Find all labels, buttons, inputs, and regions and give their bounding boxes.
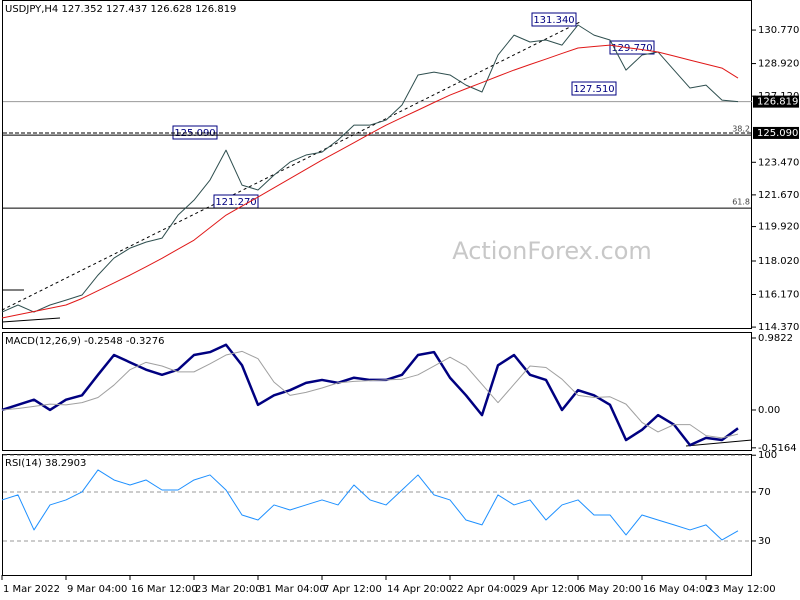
series-line xyxy=(1,350,739,439)
x-tick-label: 16 May 04:00 xyxy=(643,584,712,595)
x-tick-label: 7 Apr 12:00 xyxy=(323,584,382,595)
y-tick-label: 116.170 xyxy=(758,289,799,300)
support-line xyxy=(1,317,61,323)
panel-title: MACD(12,26,9) -0.2548 -0.3276 xyxy=(5,336,165,347)
y-tick-label: 100 xyxy=(758,450,777,461)
y-tick-label: 114.370 xyxy=(758,322,799,333)
x-tick-label: 16 Mar 12:00 xyxy=(131,584,198,595)
annotation: 121.270 xyxy=(213,194,259,209)
y-tick-label: 123.470 xyxy=(758,157,799,168)
y-tick-label: 0.9822 xyxy=(758,333,793,344)
y-tick-label: -0.5164 xyxy=(758,443,797,454)
fib-level-label: 61.8 xyxy=(732,198,750,207)
y-tick-label: 118.020 xyxy=(758,256,799,267)
y-tick-label: 30 xyxy=(758,536,771,547)
panel-title: USDJPY,H4 127.352 127.437 126.628 126.81… xyxy=(5,4,236,15)
x-tick-label: 31 Mar 04:00 xyxy=(259,584,326,595)
x-tick-label: 22 Apr 04:00 xyxy=(451,584,516,595)
rsi-panel xyxy=(2,454,752,576)
x-tick-label: 6 May 20:00 xyxy=(579,584,641,595)
x-tick-label: 23 May 12:00 xyxy=(707,584,776,595)
y-tick-label: 130.770 xyxy=(758,25,799,36)
annotation-text: 121.270 xyxy=(215,197,256,208)
watermark: ActionForex.com xyxy=(452,237,652,265)
annotation-text: 127.510 xyxy=(573,84,614,95)
x-tick-label: 23 Mar 20:00 xyxy=(195,584,262,595)
panel-title: RSI(14) 38.2903 xyxy=(5,458,86,469)
x-tick-label: 14 Apr 20:00 xyxy=(387,584,452,595)
fib-level-label: 38.2 xyxy=(732,125,750,134)
series-line xyxy=(1,343,739,447)
price-panel xyxy=(2,0,752,329)
x-tick-label: 29 Apr 12:00 xyxy=(515,584,580,595)
y-tick-label: 0.00 xyxy=(758,405,780,416)
x-tick-label: 1 Mar 2022 xyxy=(3,584,60,595)
y-tick-label: 70 xyxy=(758,487,771,498)
price-label-box xyxy=(753,95,799,108)
price-label: 125.090 xyxy=(757,128,798,139)
macd-panel xyxy=(2,332,752,451)
annotation: 127.510 xyxy=(571,81,617,96)
annotation: 131.340 xyxy=(531,12,577,27)
macd-trend-line xyxy=(685,439,753,447)
x-tick-label: 9 Mar 04:00 xyxy=(67,584,127,595)
annotation-text: 125.090 xyxy=(174,128,215,139)
series-line xyxy=(1,469,739,541)
price-label-box xyxy=(753,126,799,139)
series-line xyxy=(1,44,739,319)
annotation-text: 131.340 xyxy=(533,15,574,26)
y-tick-label: 119.920 xyxy=(758,222,799,233)
price-label: 126.819 xyxy=(757,97,798,108)
y-tick-label: 121.670 xyxy=(758,190,799,201)
y-tick-label: 128.920 xyxy=(758,59,799,70)
series-line xyxy=(1,24,739,313)
